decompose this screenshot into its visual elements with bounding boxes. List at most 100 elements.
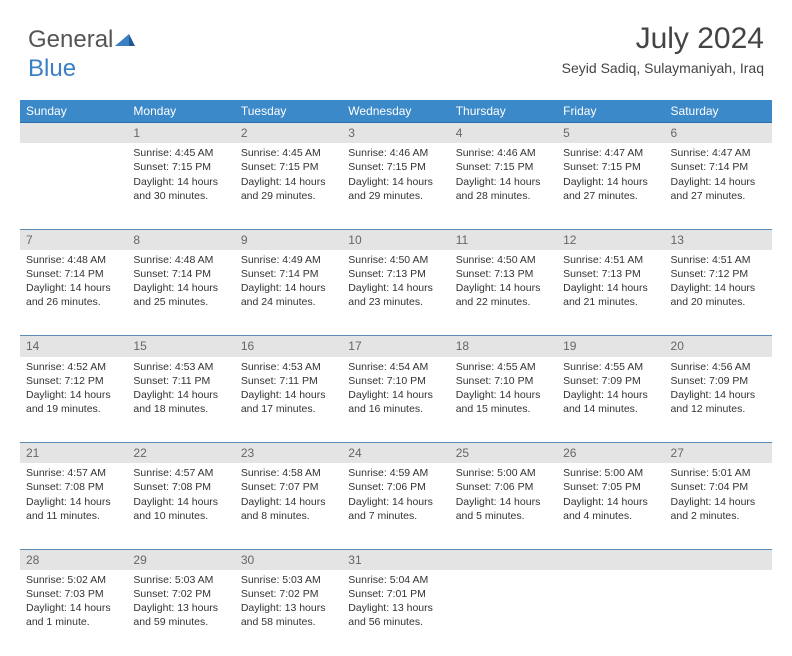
daylight-text: Daylight: 14 hours and 7 minutes. [348,495,443,523]
day-number: 5 [557,123,664,144]
daylight-text: Daylight: 14 hours and 23 minutes. [348,281,443,309]
day-number-row: 78910111213 [20,229,772,250]
day-number: 15 [127,336,234,357]
sunrise-text: Sunrise: 4:48 AM [26,253,121,267]
day-number: 19 [557,336,664,357]
daylight-text: Daylight: 14 hours and 28 minutes. [456,175,551,203]
day-cell: Sunrise: 4:50 AMSunset: 7:13 PMDaylight:… [450,250,557,336]
day-number: 20 [665,336,772,357]
day-number: 25 [450,443,557,464]
location: Seyid Sadiq, Sulaymaniyah, Iraq [562,60,764,76]
day-number-row: 123456 [20,123,772,144]
daylight-text: Daylight: 13 hours and 59 minutes. [133,601,228,629]
daylight-text: Daylight: 14 hours and 27 minutes. [563,175,658,203]
day-cell: Sunrise: 4:54 AMSunset: 7:10 PMDaylight:… [342,357,449,443]
sunset-text: Sunset: 7:14 PM [26,267,121,281]
day-number: 12 [557,229,664,250]
sunset-text: Sunset: 7:15 PM [456,160,551,174]
day-cell: Sunrise: 4:51 AMSunset: 7:13 PMDaylight:… [557,250,664,336]
day-number: 28 [20,549,127,570]
day-number-row: 14151617181920 [20,336,772,357]
sunrise-text: Sunrise: 5:01 AM [671,466,766,480]
sunset-text: Sunset: 7:10 PM [456,374,551,388]
sunrise-text: Sunrise: 4:46 AM [348,146,443,160]
daylight-text: Daylight: 14 hours and 25 minutes. [133,281,228,309]
sunrise-text: Sunrise: 4:50 AM [348,253,443,267]
day-content-row: Sunrise: 4:45 AMSunset: 7:15 PMDaylight:… [20,143,772,229]
day-content-row: Sunrise: 5:02 AMSunset: 7:03 PMDaylight:… [20,570,772,656]
logo-text-2: Blue [28,55,76,82]
day-number: 29 [127,549,234,570]
day-cell: Sunrise: 5:04 AMSunset: 7:01 PMDaylight:… [342,570,449,656]
day-number: 3 [342,123,449,144]
day-number: 14 [20,336,127,357]
sunset-text: Sunset: 7:11 PM [133,374,228,388]
sunset-text: Sunset: 7:14 PM [133,267,228,281]
sunset-text: Sunset: 7:15 PM [348,160,443,174]
sunrise-text: Sunrise: 5:00 AM [563,466,658,480]
day-number: 7 [20,229,127,250]
sunset-text: Sunset: 7:04 PM [671,480,766,494]
daylight-text: Daylight: 14 hours and 30 minutes. [133,175,228,203]
day-content-row: Sunrise: 4:52 AMSunset: 7:12 PMDaylight:… [20,357,772,443]
daylight-text: Daylight: 14 hours and 20 minutes. [671,281,766,309]
day-cell: Sunrise: 4:48 AMSunset: 7:14 PMDaylight:… [127,250,234,336]
daylight-text: Daylight: 14 hours and 14 minutes. [563,388,658,416]
sunrise-text: Sunrise: 4:46 AM [456,146,551,160]
daylight-text: Daylight: 14 hours and 27 minutes. [671,175,766,203]
daylight-text: Daylight: 14 hours and 2 minutes. [671,495,766,523]
day-cell: Sunrise: 4:50 AMSunset: 7:13 PMDaylight:… [342,250,449,336]
daylight-text: Daylight: 14 hours and 8 minutes. [241,495,336,523]
daylight-text: Daylight: 13 hours and 56 minutes. [348,601,443,629]
sunrise-text: Sunrise: 4:51 AM [671,253,766,267]
daylight-text: Daylight: 14 hours and 4 minutes. [563,495,658,523]
day-number: 31 [342,549,449,570]
day-number: 6 [665,123,772,144]
sunset-text: Sunset: 7:13 PM [348,267,443,281]
sunrise-text: Sunrise: 4:52 AM [26,360,121,374]
daylight-text: Daylight: 14 hours and 24 minutes. [241,281,336,309]
day-cell: Sunrise: 4:55 AMSunset: 7:09 PMDaylight:… [557,357,664,443]
sunrise-text: Sunrise: 4:59 AM [348,466,443,480]
sunset-text: Sunset: 7:08 PM [133,480,228,494]
calendar-table: Sunday Monday Tuesday Wednesday Thursday… [20,100,772,656]
weekday-header: Friday [557,100,664,123]
sunrise-text: Sunrise: 4:51 AM [563,253,658,267]
day-number: 27 [665,443,772,464]
sunrise-text: Sunrise: 5:04 AM [348,573,443,587]
sunset-text: Sunset: 7:02 PM [133,587,228,601]
day-number: 17 [342,336,449,357]
day-number-row: 21222324252627 [20,443,772,464]
sunset-text: Sunset: 7:14 PM [671,160,766,174]
sunrise-text: Sunrise: 4:47 AM [563,146,658,160]
sunrise-text: Sunrise: 4:54 AM [348,360,443,374]
day-cell: Sunrise: 4:47 AMSunset: 7:15 PMDaylight:… [557,143,664,229]
daylight-text: Daylight: 14 hours and 16 minutes. [348,388,443,416]
sunset-text: Sunset: 7:05 PM [563,480,658,494]
day-number-row: 28293031 [20,549,772,570]
day-cell: Sunrise: 5:00 AMSunset: 7:05 PMDaylight:… [557,463,664,549]
day-cell [665,570,772,656]
day-cell: Sunrise: 4:59 AMSunset: 7:06 PMDaylight:… [342,463,449,549]
day-number: 26 [557,443,664,464]
day-cell: Sunrise: 4:52 AMSunset: 7:12 PMDaylight:… [20,357,127,443]
day-cell: Sunrise: 4:49 AMSunset: 7:14 PMDaylight:… [235,250,342,336]
day-cell [450,570,557,656]
day-number: 23 [235,443,342,464]
sunset-text: Sunset: 7:15 PM [241,160,336,174]
daylight-text: Daylight: 14 hours and 22 minutes. [456,281,551,309]
sunset-text: Sunset: 7:06 PM [348,480,443,494]
day-cell: Sunrise: 4:48 AMSunset: 7:14 PMDaylight:… [20,250,127,336]
day-cell: Sunrise: 4:53 AMSunset: 7:11 PMDaylight:… [235,357,342,443]
sunrise-text: Sunrise: 4:57 AM [26,466,121,480]
day-cell: Sunrise: 5:03 AMSunset: 7:02 PMDaylight:… [235,570,342,656]
sunset-text: Sunset: 7:09 PM [563,374,658,388]
sunset-text: Sunset: 7:13 PM [456,267,551,281]
month-title: July 2024 [562,22,764,56]
day-cell: Sunrise: 4:57 AMSunset: 7:08 PMDaylight:… [20,463,127,549]
sunset-text: Sunset: 7:11 PM [241,374,336,388]
day-number [20,123,127,144]
day-cell: Sunrise: 4:53 AMSunset: 7:11 PMDaylight:… [127,357,234,443]
sunrise-text: Sunrise: 4:45 AM [241,146,336,160]
sunrise-text: Sunrise: 5:03 AM [133,573,228,587]
